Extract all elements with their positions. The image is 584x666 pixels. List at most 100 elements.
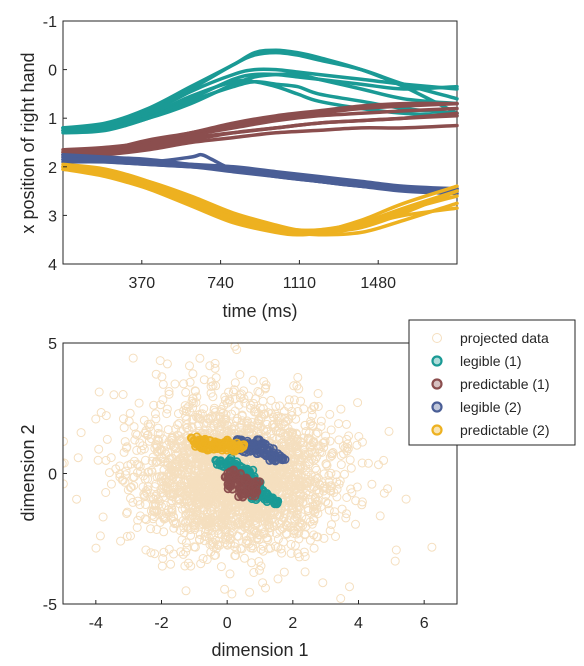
series-1-line-5: [61, 111, 459, 157]
projected-data-point: [266, 395, 276, 405]
projected-data-point: [200, 482, 210, 492]
bottom-y-axis-title: dimension 2: [18, 424, 38, 521]
projected-data-point: [234, 507, 244, 517]
legend-marker: [431, 424, 443, 436]
projected-data-point: [337, 504, 347, 514]
projected-data-point: [203, 418, 213, 428]
projected-data-point: [375, 511, 385, 521]
cluster-point-series-1: [273, 496, 283, 506]
projected-data-point: [96, 408, 106, 417]
projected-data-point: [94, 444, 104, 454]
projected-data-point: [132, 459, 142, 469]
projected-data-point: [286, 548, 296, 558]
bottom-x-tick-label: 4: [354, 615, 363, 632]
projected-data-point: [342, 493, 352, 502]
legend-box: [408, 319, 576, 446]
projected-data-point: [135, 511, 145, 521]
projected-data-point: [277, 438, 287, 448]
projected-data-point: [343, 444, 353, 454]
projected-data-point: [116, 536, 126, 546]
projected-data-point: [268, 434, 278, 443]
bottom-x-tick-label: -4: [89, 615, 103, 632]
projected-data-point: [156, 457, 166, 466]
projected-data-point: [148, 494, 158, 504]
legend-entries: projected data legible (1) predictable (1)…: [431, 330, 550, 438]
projected-data-point: [166, 559, 176, 569]
projected-data-point: [282, 466, 292, 476]
projected-data-point: [336, 404, 346, 414]
projected-data-point: [239, 394, 249, 403]
legend-label: predictable (1): [460, 376, 550, 392]
time-series-chart: -1 0 1 2 3 4 370 740 1110 1480 time (ms) x posit…: [18, 14, 459, 321]
projected-data-point: [135, 438, 145, 448]
projected-data-point: [141, 545, 151, 555]
projected-data-point: [237, 410, 247, 420]
projected-data-point: [353, 398, 363, 408]
projected-data-point: [321, 431, 331, 441]
projected-data-point: [164, 477, 174, 487]
projected-data-point: [200, 532, 210, 542]
projected-data-point: [260, 514, 270, 523]
projected-data-point: [217, 424, 227, 434]
projected-data-point: [153, 494, 163, 504]
projected-data-point: [230, 551, 240, 561]
projected-data-point: [258, 546, 268, 556]
projected-data-point: [331, 532, 340, 541]
projected-data-point: [244, 424, 254, 434]
projected-data-point: [262, 521, 272, 531]
projected-data-point: [293, 522, 303, 532]
projected-data-point: [171, 518, 181, 528]
projected-data-point: [305, 447, 315, 457]
projected-data-point: [181, 517, 190, 527]
projected-data-point: [291, 484, 301, 494]
projected-data-point: [296, 484, 306, 493]
projected-data-point: [181, 387, 191, 397]
projected-data-point: [351, 496, 361, 506]
projected-data-point: [147, 456, 157, 466]
projected-data-point: [175, 481, 185, 491]
projected-data-point: [139, 415, 149, 425]
projected-data-point: [178, 453, 188, 463]
projected-data-point: [188, 394, 198, 403]
projected-data-point: [191, 466, 201, 476]
projected-data-point: [203, 514, 213, 524]
projected-data-point: [299, 547, 309, 557]
cluster-points: [186, 432, 290, 509]
projected-data-point: [206, 479, 216, 489]
projected-data-point: [176, 547, 186, 557]
projected-data-point: [109, 390, 119, 400]
projected-data-point: [309, 543, 319, 553]
projected-data-point: [251, 394, 260, 404]
projected-data-point: [294, 528, 304, 538]
legend-marker: [431, 355, 443, 367]
projected-data-point: [318, 578, 328, 588]
projected-data-point: [157, 561, 167, 571]
projected-data-point: [379, 488, 389, 498]
projected-data-point: [326, 468, 336, 478]
projected-data-point: [226, 428, 236, 438]
projected-data-point: [332, 477, 342, 487]
projected-data-point: [224, 502, 234, 512]
projected-data-point: [119, 423, 129, 433]
projected-data-point: [260, 527, 270, 537]
projected-data-point: [390, 556, 400, 566]
projected-data-point: [379, 455, 389, 465]
projected-data-point: [183, 486, 192, 496]
projected-data-point: [253, 506, 263, 516]
top-y-tick-label: 3: [48, 208, 57, 225]
projected-data-point: [229, 520, 239, 530]
projected-data-point: [336, 460, 346, 470]
projected-data-point: [183, 496, 193, 506]
projected-data-point: [122, 507, 132, 517]
projected-data-point: [167, 433, 177, 443]
projected-data-point: [312, 497, 321, 507]
projected-data-point: [162, 404, 172, 414]
projected-data-point: [285, 480, 295, 490]
projected-data-point: [222, 515, 232, 525]
projected-data-point: [220, 584, 230, 594]
projected-data-point: [264, 544, 273, 554]
projected-data-point: [324, 505, 334, 515]
cluster-point-series-1: [217, 459, 226, 469]
projected-data-point: [281, 489, 291, 499]
